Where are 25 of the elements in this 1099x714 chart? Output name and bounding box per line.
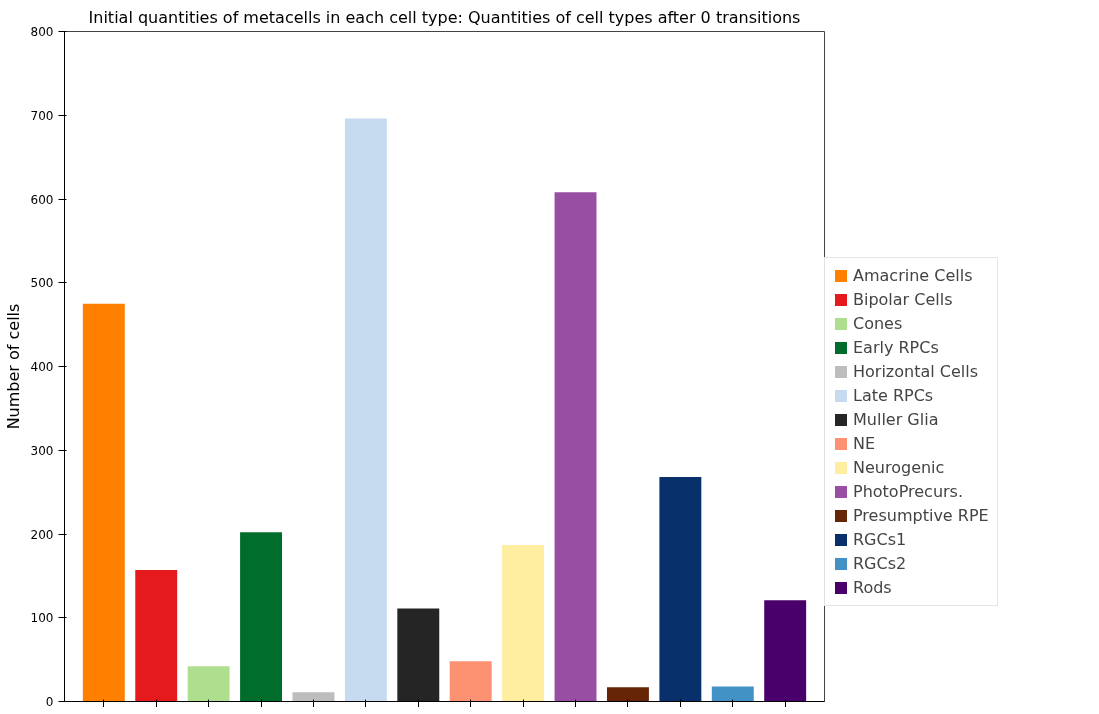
y-tick-label: 200 [30, 527, 54, 542]
y-tick-label: 100 [30, 611, 54, 626]
y-tick-label: 300 [30, 443, 54, 458]
legend-label: NE [853, 434, 876, 453]
legend-label: PhotoPrecurs. [853, 482, 964, 501]
legend-label: Late RPCs [853, 386, 934, 405]
y-tick-label: 800 [30, 25, 54, 39]
legend-label: Early RPCs [853, 338, 939, 357]
legend-label: Presumptive RPE [853, 506, 989, 525]
legend-label: RGCs1 [853, 530, 907, 549]
y-tick-label: 400 [30, 360, 54, 374]
legend-label: Horizontal Cells [853, 362, 979, 381]
legend-label: Muller Glia [853, 410, 939, 429]
y-tick-label: 600 [30, 192, 54, 207]
legend-label: Rods [853, 578, 892, 597]
legend-label: RGCs2 [853, 554, 907, 573]
y-tick-label: 500 [30, 276, 54, 291]
y-tick-label: 700 [30, 108, 54, 123]
legend-label: Amacrine Cells [853, 266, 973, 285]
legend-label: Cones [853, 314, 903, 333]
chart-title: Initial quantities of metacells in each cell type: Quantities of cell types after 0 transitions [88, 7, 801, 27]
legend-label: Neurogenic [853, 458, 945, 477]
y-axis-title: Number of cells [3, 303, 23, 430]
y-tick-label: 0 [45, 695, 54, 709]
legend-label: Bipolar Cells [853, 290, 953, 309]
